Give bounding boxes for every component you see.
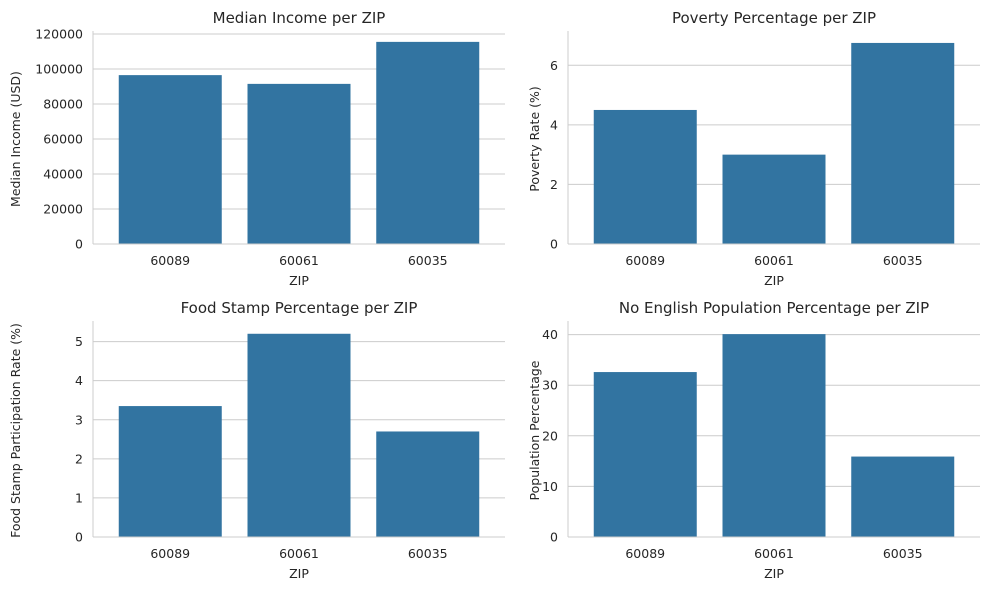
bar-60089 [593, 109, 697, 244]
x-axis-label: ZIP [289, 566, 309, 581]
y-tick-label: 20 [542, 428, 558, 443]
chart-title: Food Stamp Percentage per ZIP [181, 299, 418, 317]
x-tick-label: 60089 [625, 253, 665, 268]
y-tick-label: 6 [550, 58, 558, 73]
y-tick-label: 120000 [35, 27, 83, 42]
y-axis-label: Population Percentage [527, 360, 542, 500]
y-tick-label: 10 [542, 479, 558, 494]
y-tick-label: 40000 [43, 167, 83, 182]
bar-60035 [376, 431, 480, 537]
y-tick-label: 0 [550, 530, 558, 545]
x-tick-label: 60061 [279, 253, 319, 268]
y-tick-label: 4 [75, 373, 83, 388]
y-tick-label: 30 [542, 378, 558, 393]
bar-60035 [376, 41, 480, 244]
x-tick-label: 60035 [408, 546, 448, 561]
subplot-2: 60089 60061 60035 0 2 4 6 Poverty Percentage pe… [527, 9, 980, 288]
x-tick-label: 60035 [883, 546, 923, 561]
y-tick-label: 0 [75, 237, 83, 252]
bar-60089 [118, 75, 222, 244]
bar-60089 [118, 406, 222, 537]
x-tick-label: 60061 [754, 546, 794, 561]
x-axis-label: ZIP [764, 273, 784, 288]
x-tick-label: 60089 [150, 253, 190, 268]
x-tick-label: 60089 [150, 546, 190, 561]
x-axis-label: ZIP [289, 273, 309, 288]
y-tick-label: 100000 [35, 62, 83, 77]
y-tick-label: 0 [75, 530, 83, 545]
y-tick-label: 20000 [43, 202, 83, 217]
subplot-1: 60089 60061 60035 0 20000 40000 60000 80000 1000… [8, 9, 505, 288]
y-tick-label: 1 [75, 490, 83, 505]
bar-60061 [247, 333, 351, 537]
y-tick-label: 3 [75, 412, 83, 427]
x-tick-label: 60035 [883, 253, 923, 268]
y-tick-label: 2 [75, 451, 83, 466]
bar-60035 [851, 42, 955, 244]
y-tick-label: 60000 [43, 132, 83, 147]
y-tick-label: 4 [550, 117, 558, 132]
x-tick-label: 60061 [279, 546, 319, 561]
subplot-3: 60089 60061 60035 0 1 2 3 4 5 Food Stamp Percenta… [8, 299, 505, 581]
y-tick-label: 5 [75, 334, 83, 349]
y-axis-label: Food Stamp Participation Rate (%) [8, 323, 23, 538]
y-tick-label: 80000 [43, 97, 83, 112]
x-tick-label: 60061 [754, 253, 794, 268]
bar-60061 [722, 334, 826, 537]
y-tick-label: 0 [550, 237, 558, 252]
chart-title: Poverty Percentage per ZIP [672, 9, 876, 27]
y-axis-label: Median Income (USD) [8, 71, 23, 207]
chart-title: Median Income per ZIP [213, 9, 386, 27]
y-tick-label: 40 [542, 327, 558, 342]
x-tick-label: 60035 [408, 253, 448, 268]
bar-60061 [247, 83, 351, 244]
y-tick-label: 2 [550, 177, 558, 192]
bar-60061 [722, 154, 826, 244]
x-tick-label: 60089 [625, 546, 665, 561]
subplot-4: 60089 60061 60035 0 10 20 30 40 No English Popul… [527, 299, 980, 581]
bar-60089 [593, 372, 697, 537]
chart-title: No English Population Percentage per ZIP [619, 299, 929, 317]
x-axis-label: ZIP [764, 566, 784, 581]
bar-60035 [851, 456, 955, 537]
y-axis-label: Poverty Rate (%) [527, 86, 542, 192]
